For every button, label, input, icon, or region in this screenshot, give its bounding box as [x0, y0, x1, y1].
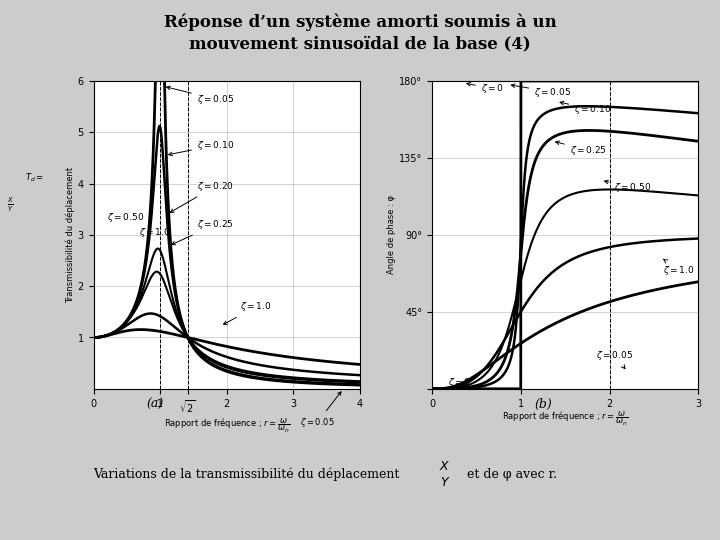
Text: $\zeta = 0.05$: $\zeta = 0.05$ — [300, 392, 341, 429]
Text: $\zeta = 1.0$: $\zeta = 1.0$ — [663, 259, 695, 276]
Text: $\zeta = 0.25$: $\zeta = 0.25$ — [171, 218, 233, 245]
Text: $\zeta = 0.10$: $\zeta = 0.10$ — [560, 102, 611, 116]
Text: $\zeta = 0.10$: $\zeta = 0.10$ — [168, 139, 234, 156]
Text: $\zeta = 0$: $\zeta = 0$ — [448, 375, 471, 388]
Text: $X$: $X$ — [439, 460, 451, 473]
Text: $T_d =$: $T_d =$ — [25, 172, 44, 185]
Text: $\zeta = 0.25$: $\zeta = 0.25$ — [556, 141, 606, 157]
Text: $\zeta = 0.05$: $\zeta = 0.05$ — [166, 86, 234, 105]
Text: (a): (a) — [146, 397, 163, 411]
Text: $\frac{X}{Y}$: $\frac{X}{Y}$ — [7, 196, 14, 214]
Text: $\zeta = 0.50$: $\zeta = 0.50$ — [605, 180, 652, 194]
Text: $\zeta = 0.20$: $\zeta = 0.20$ — [170, 180, 234, 212]
Y-axis label: Transmissibilité du déplacement: Transmissibilité du déplacement — [66, 167, 75, 303]
Text: $\zeta = 0$: $\zeta = 0$ — [467, 82, 504, 95]
Text: Réponse d’un système amorti soumis à un: Réponse d’un système amorti soumis à un — [163, 14, 557, 31]
Text: $\zeta = 0.05$: $\zeta = 0.05$ — [511, 84, 572, 99]
Text: $\zeta = 0.05$: $\zeta = 0.05$ — [596, 349, 634, 369]
X-axis label: Rapport de fréquence ; $r = \dfrac{\omega}{\omega_n}$: Rapport de fréquence ; $r = \dfrac{\omeg… — [502, 410, 629, 428]
Text: $\zeta = 1.0$: $\zeta = 1.0$ — [223, 300, 272, 325]
Text: $\zeta = 0.50$: $\zeta = 0.50$ — [107, 211, 144, 224]
X-axis label: Rapport de fréquence ; $r = \dfrac{\omega}{\omega_n}$: Rapport de fréquence ; $r = \dfrac{\omeg… — [163, 416, 290, 435]
Text: (b): (b) — [535, 397, 552, 411]
Y-axis label: Angle de phase : φ: Angle de phase : φ — [387, 195, 396, 274]
Text: mouvement sinusoïdal de la base (4): mouvement sinusoïdal de la base (4) — [189, 35, 531, 52]
Text: Variations de la transmissibilité du déplacement: Variations de la transmissibilité du dép… — [94, 468, 400, 481]
Text: et de φ avec r.: et de φ avec r. — [467, 468, 557, 481]
Text: $Y$: $Y$ — [440, 476, 450, 489]
Text: $\zeta = 1.0$: $\zeta = 1.0$ — [139, 226, 171, 239]
